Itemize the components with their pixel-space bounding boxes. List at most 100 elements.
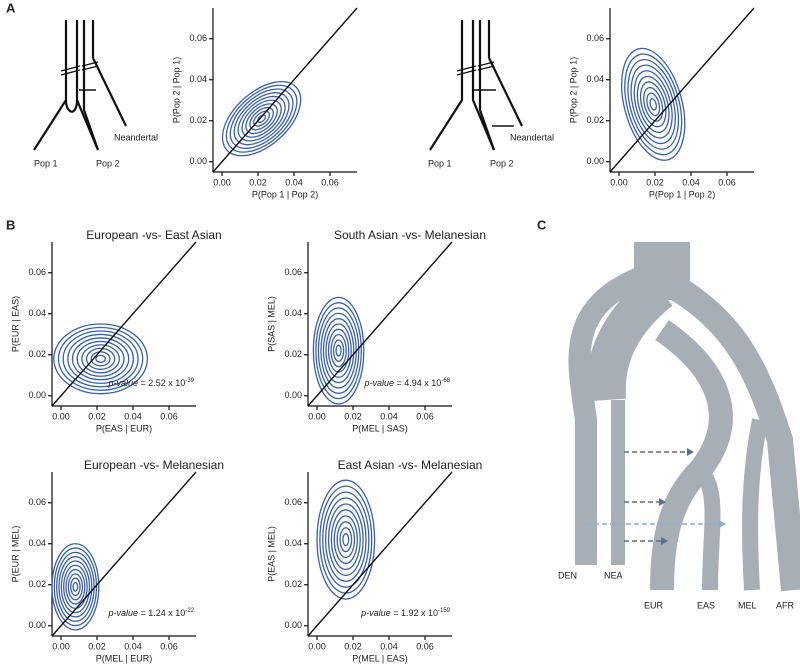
y-tick-label: 0.00 (189, 156, 207, 166)
density-contour (56, 551, 95, 622)
y-axis-label: P(Pop 2 | Pop 1) (171, 57, 181, 123)
p-value: p-value = 1.24 x 10-22 (108, 608, 195, 619)
chart-title: East Asian -vs- Melanesian (338, 458, 483, 472)
x-tick-label: 0.04 (124, 411, 142, 421)
density-contour (342, 533, 350, 547)
x-tick-label: 0.02 (88, 411, 106, 421)
x-tick-label: 0.00 (52, 641, 70, 651)
density-contour (339, 527, 353, 553)
y-tick-label: 0.00 (28, 620, 46, 630)
y-tick-label: 0.02 (28, 349, 46, 359)
density-contour (649, 98, 658, 111)
identity-line (307, 241, 453, 407)
p-value: p-value = 2.52 x 10-39 (108, 378, 195, 389)
y-tick-label: 0.04 (28, 538, 46, 548)
y-axis-label: P(EUR | MEL) (10, 526, 20, 583)
y-tick-label: 0.02 (284, 579, 302, 589)
y-tick-label: 0.02 (28, 579, 46, 589)
density-contour (70, 577, 81, 597)
density-contour (325, 323, 352, 378)
p-value-exponent: -68 (441, 378, 450, 384)
x-tick-label: 0.06 (160, 411, 178, 421)
density-contour (95, 354, 106, 363)
panel-label: B (6, 217, 15, 232)
x-tick-label: 0.02 (88, 641, 106, 651)
density-contour (53, 547, 98, 627)
density-contour (53, 323, 149, 395)
x-axis-label: P(Pop 1 | Pop 2) (649, 189, 715, 199)
x-tick-label: 0.00 (610, 177, 628, 187)
density-contour (627, 58, 680, 150)
x-tick-label: 0.04 (380, 411, 398, 421)
y-tick-label: 0.06 (586, 33, 604, 43)
density-contour (60, 560, 91, 614)
chart-title: South Asian -vs- Melanesian (334, 228, 486, 242)
density-contour (67, 573, 84, 601)
density-contour (633, 70, 673, 139)
tree-label: Neandertal (114, 132, 158, 142)
p-value-text: = 4.94 x 10 (394, 378, 441, 388)
density-contour (245, 103, 278, 135)
density-contour (76, 340, 125, 377)
density-contour (332, 339, 345, 362)
y-tick-label: 0.02 (586, 115, 604, 125)
tree-label: Pop 1 (34, 158, 58, 168)
density-contour (317, 307, 360, 394)
p-value-exponent: -159 (438, 608, 451, 614)
density-contour (63, 564, 88, 609)
identity-line (51, 471, 197, 637)
density-contour (85, 347, 116, 370)
p-value-exponent: -39 (185, 378, 194, 384)
identity-line (212, 7, 358, 173)
density-contour (51, 543, 100, 631)
y-tick-label: 0.06 (284, 267, 302, 277)
y-axis-label: P(Pop 2 | Pop 1) (568, 57, 578, 123)
x-tick-label: 0.00 (308, 641, 326, 651)
density-contour (624, 53, 683, 156)
x-tick-label: 0.06 (321, 177, 339, 187)
density-contour (57, 326, 144, 391)
panel-label: A (6, 0, 16, 15)
density-contour (322, 318, 355, 384)
identity-line (307, 471, 453, 637)
y-tick-label: 0.04 (28, 308, 46, 318)
density-contour (636, 75, 670, 133)
tree-label: Pop 2 (490, 158, 514, 168)
p-value-text: = 1.24 x 10 (138, 608, 185, 618)
phylogeny-label: NEA (604, 570, 623, 580)
density-contour (81, 344, 120, 374)
y-tick-label: 0.00 (28, 390, 46, 400)
density-contour (322, 491, 370, 588)
x-axis-label: P(MEL | SAS) (352, 423, 408, 433)
tree-label: Pop 2 (96, 158, 120, 168)
chart-title: European -vs- East Asian (86, 228, 221, 242)
density-contour (319, 485, 373, 594)
y-tick-label: 0.06 (284, 497, 302, 507)
phylogeny-label: EUR (644, 600, 664, 610)
density-contour (225, 84, 298, 153)
tree-diagram (33, 20, 127, 151)
x-tick-label: 0.00 (308, 411, 326, 421)
density-contour (221, 80, 302, 157)
density-contour (315, 302, 362, 400)
x-tick-label: 0.02 (344, 411, 362, 421)
tree-label: Pop 1 (428, 158, 452, 168)
y-tick-label: 0.02 (284, 349, 302, 359)
y-axis-label: P(SAS | MEL) (266, 296, 276, 352)
density-contour (639, 81, 667, 128)
y-tick-label: 0.00 (586, 156, 604, 166)
density-contour (621, 47, 686, 161)
x-tick-label: 0.04 (124, 641, 142, 651)
phylogeny (568, 242, 800, 592)
p-value: p-value = 1.92 x 10-159 (360, 608, 451, 619)
density-contour (335, 344, 342, 357)
p-value: p-value = 4.94 x 10-68 (364, 378, 451, 389)
x-tick-label: 0.06 (718, 177, 736, 187)
x-tick-label: 0.06 (416, 641, 434, 651)
p-value-text: = 1.92 x 10 (391, 608, 438, 618)
x-axis-label: P(MEL | EUR) (96, 653, 153, 663)
x-axis-label: P(Pop 1 | Pop 2) (252, 189, 318, 199)
density-contour (643, 86, 664, 122)
phylogeny-label: DEN (558, 570, 577, 580)
